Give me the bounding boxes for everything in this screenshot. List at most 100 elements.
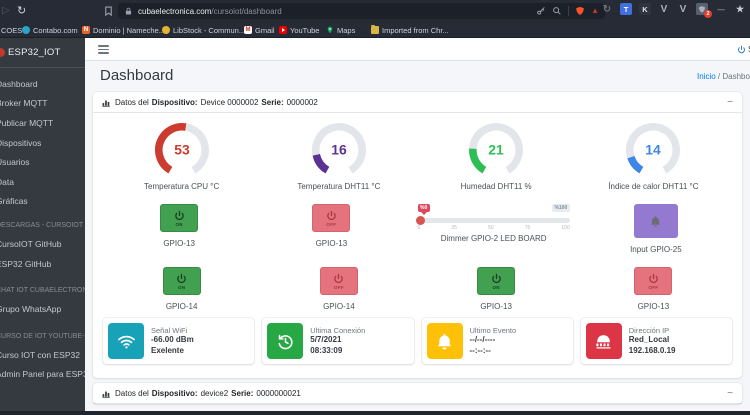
control-label: GPIO-13 [163, 239, 195, 248]
sidebar-item-grupo-whatsapp[interactable]: Grupo WhatsApp [0, 304, 62, 315]
collapse-icon[interactable]: − [727, 387, 733, 399]
power-icon [174, 210, 184, 220]
logout-link[interactable]: Salir [737, 44, 750, 54]
gpio13-off-button-2[interactable]: OFF [634, 267, 673, 295]
sidebar-section-curso-youtube: CURSO DE IOT YOUTUBE-> [0, 332, 85, 340]
gauge-humidity: 21 Humedad DHT11 % [418, 121, 575, 191]
history-icon [267, 323, 304, 359]
sidebar-item-dispositivos[interactable]: Dispositivos [0, 137, 42, 148]
bookmark-gmail[interactable]: M Gmail [244, 25, 275, 35]
shield-extension-icon[interactable]: 2 [696, 3, 712, 18]
v-extension-icon-1[interactable]: V [660, 3, 668, 15]
sidebar-item-broker-mqtt[interactable]: Broker MQTT [0, 98, 48, 109]
power-icon [334, 273, 344, 283]
bookmark-imported[interactable]: Imported from Chr... [371, 24, 449, 36]
power-icon [327, 210, 336, 220]
input-gpio25-button[interactable] [633, 204, 678, 238]
sidebar-item-dashboard[interactable]: Dashboard [0, 78, 38, 89]
browser-toolbar: ▷ ↻ cubaelectronica.com/cursoiot/dashboa… [0, 0, 750, 22]
reload-icon[interactable]: ↻ [17, 5, 27, 17]
gpio-controls: ON GPIO-13 OFF GPIO-13 [103, 204, 732, 311]
control-label: GPIO-13 [480, 302, 512, 311]
overflow-icon[interactable]: — [717, 4, 725, 14]
sidebar-item-curso-iot-esp32[interactable]: Curso IOT con ESP32 [0, 349, 80, 360]
controls-row-2: ON GPIO-14 OFF GPIO-14 [103, 267, 732, 311]
chart-bar-icon [102, 100, 110, 107]
slider-value-badge: %0 [417, 204, 430, 215]
k-extension-icon[interactable]: K [639, 3, 651, 15]
slider-max-badge: %100 [551, 204, 570, 212]
gpio14-off-button[interactable]: OFF [319, 267, 358, 295]
lock-icon [125, 7, 132, 14]
control-label: Dimmer GPIO-2 LED BOARD [440, 234, 547, 243]
sidebar-item-publicar-mqtt[interactable]: Publicar MQTT [0, 117, 54, 128]
breadcrumb-home[interactable]: Inicio [697, 72, 716, 81]
contabo-icon [22, 26, 30, 34]
translate-extension-icon[interactable]: T [620, 3, 632, 15]
menu-toggle-icon[interactable] [98, 45, 109, 56]
bookmark-youtube[interactable]: YouTube [279, 24, 319, 36]
gpio13-on-button[interactable]: ON [160, 204, 199, 232]
brand-title: ESP32_IOT [8, 47, 61, 58]
bookmark-contabo[interactable]: Contabo.com [22, 24, 78, 36]
sidebar-item-usuarios[interactable]: Usuarios [0, 157, 30, 168]
key-icon[interactable] [536, 6, 546, 16]
youtube-icon [279, 26, 287, 34]
dimmer-slider-cell: %0 %100 0 25 50 [408, 204, 580, 243]
sidebar-item-admin-panel[interactable]: Admin Panel para ESP32 [0, 369, 85, 380]
top-navbar: Salir [85, 38, 750, 61]
breadcrumb-current: Dashboard [722, 72, 750, 81]
dimmer-slider[interactable] [415, 216, 570, 225]
url-text: cubaelectronica.com/cursoiot/dashboard [138, 6, 282, 16]
bookmark-namecheap[interactable]: N Dominio | Nameche... [82, 25, 165, 35]
gauge-label: Temperatura DHT11 °C [297, 182, 381, 191]
breadcrumb: Inicio / Dashboard [697, 72, 750, 81]
url-bar[interactable]: cubaelectronica.com/cursoiot/dashboard ▲ [118, 3, 605, 19]
brand[interactable]: ESP32_IOT [0, 38, 85, 68]
sidebar-item-graficas[interactable]: Gráficas [0, 196, 28, 207]
brand-logo-icon [0, 48, 5, 57]
wifi-signal-box: Señal WiFi -66.00 dBm Exelente [103, 318, 255, 364]
sidebar-item-cursoiot-github[interactable]: CursoIOT GitHub [0, 238, 62, 249]
info-boxes-row: Señal WiFi -66.00 dBm Exelente [103, 318, 732, 364]
collapse-icon[interactable]: − [727, 96, 733, 108]
v-extension-icon-2[interactable]: V [679, 3, 687, 15]
slider-handle[interactable] [415, 216, 425, 225]
brave-shield-icon[interactable] [575, 6, 585, 16]
control-label: GPIO-14 [323, 302, 355, 311]
sidebar-section-chat: CHAT IOT CUBAELECTRONICA-> [0, 287, 85, 295]
folder-icon [371, 24, 379, 34]
bookmarks-bar: COES Contabo.com N Dominio | Nameche... L… [0, 22, 750, 38]
wifi-icon [108, 323, 144, 359]
extension-badge: 2 [704, 10, 712, 18]
extensions-area: ↻ T K V V 2 — ★ [601, 3, 746, 18]
gpio13-off-button[interactable]: OFF [312, 204, 351, 232]
ip-address-box: Dirección IP Red_Local 192.168.0.19 [580, 318, 732, 364]
bookmark-libstock[interactable]: LibStock - Commun... [162, 24, 245, 36]
bookmark-maps[interactable]: Maps [326, 24, 355, 36]
star-icon[interactable]: ★ [735, 3, 745, 14]
last-event-box: Ultimo Evento --/--/---- --:--:-- [421, 318, 573, 364]
bookmark-icon[interactable] [103, 5, 114, 17]
map-pin-icon [327, 26, 333, 34]
device2-card-header: Datos del Dispositivo: device2 Serie: 00… [93, 383, 742, 404]
gauge-heat-index: 14 Índice de calor DHT11 °C [575, 121, 732, 191]
sidebar-item-esp32-github[interactable]: ESP32 GitHub [0, 258, 52, 269]
bookmark-coes[interactable]: COES [1, 25, 23, 35]
page-title: Dashboard [100, 67, 174, 84]
device1-card-header: Datos del Dispositivo: Device 0000002 Se… [93, 92, 742, 113]
gpio13-on-button-2[interactable]: ON [477, 267, 516, 295]
gauge-dht11-temp: 16 Temperatura DHT11 °C [260, 121, 417, 191]
zoom-icon[interactable] [552, 6, 562, 16]
warning-triangle-icon[interactable]: ▲ [591, 6, 599, 15]
gpio14-on-button[interactable]: ON [162, 267, 201, 295]
controls-row-1: ON GPIO-13 OFF GPIO-13 [103, 204, 732, 254]
device2-card: Datos del Dispositivo: device2 Serie: 00… [93, 383, 742, 404]
bell-icon [651, 215, 661, 227]
gauge-label: Temperatura CPU °C [144, 182, 220, 191]
forward-icon[interactable]: ▷ [2, 5, 10, 16]
refresh-extension-icon[interactable]: ↻ [602, 3, 612, 15]
sidebar-item-data[interactable]: Data [0, 176, 14, 187]
gauge-label: Índice de calor DHT11 °C [608, 182, 699, 191]
gauge-label: Humedad DHT11 % [460, 182, 532, 191]
